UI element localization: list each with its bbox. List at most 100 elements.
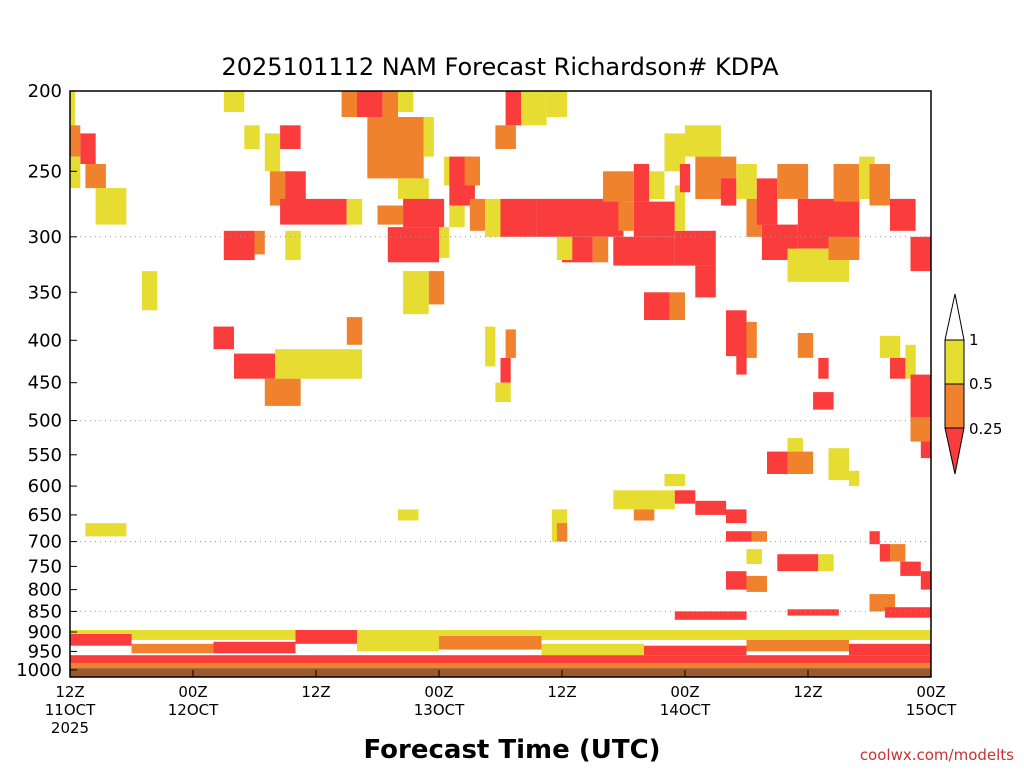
x-tick-label-0-3: 2025 xyxy=(51,719,89,737)
richardson-cell-80 xyxy=(890,357,906,379)
richardson-cell-91 xyxy=(428,271,445,305)
richardson-cell-99 xyxy=(828,448,849,481)
richardson-cell-89 xyxy=(346,317,363,345)
richardson-cell-55 xyxy=(679,164,691,193)
richardson-cell-124 xyxy=(884,607,931,618)
y-tick-label-200: 200 xyxy=(28,81,62,102)
richardson-cell-76 xyxy=(797,333,814,358)
richardson-cell-57 xyxy=(736,164,757,199)
richardson-cell-71 xyxy=(669,292,685,320)
richardson-cell-36 xyxy=(536,198,624,237)
richardson-cell-88 xyxy=(264,378,301,406)
richardson-cell-6 xyxy=(141,271,158,311)
data-cells xyxy=(70,91,932,668)
richardson-cell-13 xyxy=(280,198,347,225)
y-tick-label-850: 850 xyxy=(28,601,62,622)
richardson-cell-81 xyxy=(905,344,916,379)
richardson-cell-46 xyxy=(618,201,634,231)
richardson-cell-120 xyxy=(920,571,932,590)
richardson-cell-127 xyxy=(70,630,931,640)
x-tick-label-2-1: 12Z xyxy=(301,683,330,701)
richardson-cell-17 xyxy=(285,230,301,261)
richardson-cell-123 xyxy=(869,594,896,612)
richardson-cell-122 xyxy=(746,575,767,592)
richardson-cell-40 xyxy=(546,91,568,117)
richardson-cell-32 xyxy=(449,205,465,228)
x-tick-label-5-2: 14OCT xyxy=(660,701,711,719)
richardson-cell-118 xyxy=(890,544,906,562)
richardson-cell-33 xyxy=(469,198,486,231)
richardson-cell-12 xyxy=(285,171,306,199)
richardson-cell-125 xyxy=(674,611,747,620)
y-tick-label-350: 350 xyxy=(28,282,62,303)
richardson-cell-137 xyxy=(849,643,931,656)
richardson-cell-121 xyxy=(726,571,747,590)
richardson-cell-72 xyxy=(695,265,716,298)
richardson-cell-70 xyxy=(644,292,670,320)
y-tick-label-450: 450 xyxy=(28,373,62,394)
richardson-cell-95 xyxy=(495,382,511,403)
y-tick-label-750: 750 xyxy=(28,556,62,577)
richardson-cell-7 xyxy=(223,91,245,112)
richardson-cell-44 xyxy=(603,171,634,202)
legend-label-0.25: 0.25 xyxy=(969,420,1002,438)
richardson-cell-69 xyxy=(828,236,860,260)
x-tick-label-4-1: 12Z xyxy=(547,683,576,701)
richardson-cell-73 xyxy=(726,310,747,357)
richardson-cell-4 xyxy=(85,164,106,189)
colorbar-legend: 1 0.5 0.25 xyxy=(944,293,1002,475)
richardson-cell-117 xyxy=(879,544,891,562)
richardson-cell-96 xyxy=(787,438,803,455)
richardson-cell-37 xyxy=(505,91,527,126)
chart-title: 2025101112 NAM Forecast Richardson# KDPA xyxy=(221,53,779,81)
richardson-cell-100 xyxy=(849,470,860,487)
richardson-cell-85 xyxy=(213,326,234,350)
richardson-cell-136 xyxy=(746,639,849,652)
y-tick-label-250: 250 xyxy=(28,161,62,182)
richardson-cell-9 xyxy=(264,133,281,172)
richardson-cell-79 xyxy=(879,335,901,358)
richardson-cell-15 xyxy=(223,230,255,261)
y-tick-label-400: 400 xyxy=(28,330,62,351)
x-axis-label: Forecast Time (UTC) xyxy=(363,735,660,765)
x-tick-label-1-2: 12OCT xyxy=(168,701,219,719)
richardson-cell-3 xyxy=(70,156,81,189)
richardson-cell-2 xyxy=(80,133,96,164)
richardson-cell-18 xyxy=(341,91,357,117)
richardson-cell-102 xyxy=(613,490,675,510)
richardson-cell-129 xyxy=(131,643,214,654)
dotted-gridlines xyxy=(70,236,931,612)
richardson-cell-21 xyxy=(398,91,414,112)
richardson-cell-92 xyxy=(485,326,496,367)
richardson-cell-66 xyxy=(890,198,916,231)
x-tick-label-0-1: 12Z xyxy=(55,683,84,701)
y-tick-label-650: 650 xyxy=(28,505,62,526)
y-tick-label-500: 500 xyxy=(28,411,62,432)
x-tick-label-3-1: 00Z xyxy=(424,683,453,701)
richardson-cell-132 xyxy=(357,639,439,652)
richardson-cell-114 xyxy=(818,554,834,572)
legend-cap-red xyxy=(944,427,965,475)
richardson-cell-25 xyxy=(377,205,404,225)
richardson-cell-108 xyxy=(751,531,767,542)
x-tick-label-3-2: 13OCT xyxy=(414,701,465,719)
richardson-cell-53 xyxy=(685,125,721,157)
x-tick-label-7-2: 15OCT xyxy=(906,701,957,719)
y-tick-label-300: 300 xyxy=(28,227,62,248)
richardson-cell-43 xyxy=(556,236,573,260)
x-tick-label-7-1: 00Z xyxy=(916,683,945,701)
richardson-cell-61 xyxy=(777,164,809,199)
richardson-cell-107 xyxy=(726,531,752,542)
richardson-cell-27 xyxy=(387,227,440,263)
richardson-cell-28 xyxy=(439,227,450,258)
legend-label-1: 1 xyxy=(969,331,979,349)
richardson-cell-74 xyxy=(746,321,757,358)
x-tick-label-0-2: 11OCT xyxy=(45,701,96,719)
richardson-cell-97 xyxy=(767,451,788,474)
richardson-cell-86 xyxy=(234,353,275,379)
richardson-cell-115 xyxy=(746,549,762,564)
richardson-cell-83 xyxy=(910,417,931,442)
richardson-cell-78 xyxy=(813,392,834,410)
richardson-cell-116 xyxy=(869,531,880,545)
